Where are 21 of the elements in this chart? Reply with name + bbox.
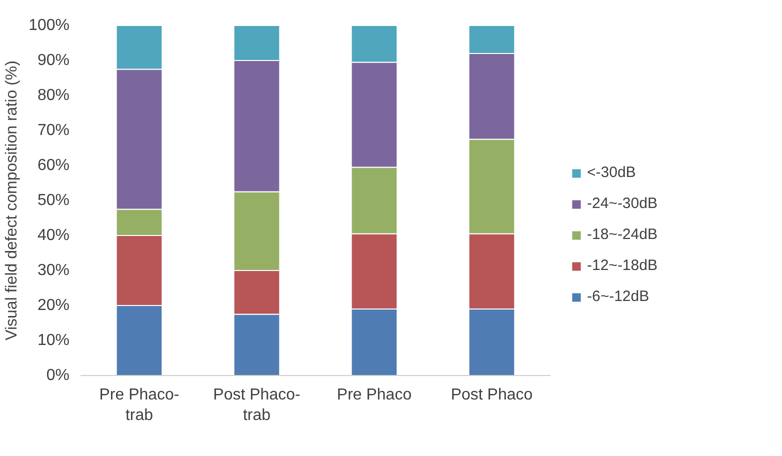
y-axis-title: Visual field defect composition ratio (%) [4, 60, 21, 340]
y-tick-label: 80% [37, 87, 70, 104]
y-tick-label: 0% [46, 367, 70, 384]
y-tick-label: 30% [37, 262, 70, 279]
legend-label: <-30dB [587, 164, 636, 181]
y-tick-label: 10% [37, 332, 70, 349]
x-tick-label: Post Phaco [450, 386, 533, 404]
x-tick-label: Post Phaco- trab [213, 386, 300, 424]
y-tick-label: 20% [37, 297, 70, 314]
legend-label: -24~-30dB [587, 195, 658, 212]
y-tick-label: 50% [37, 192, 70, 209]
y-tick-label: 100% [28, 17, 70, 34]
legend-label: -12~-18dB [587, 257, 658, 274]
x-tick-label: Pre Phaco- trab [99, 386, 180, 424]
y-tick-label: 70% [37, 122, 70, 139]
y-tick-label: 90% [37, 52, 70, 69]
x-tick-label: Pre Phaco [336, 386, 412, 404]
legend-label: -18~-24dB [587, 226, 658, 243]
y-tick-label: 40% [37, 227, 70, 244]
y-tick-label: 60% [37, 157, 70, 174]
legend-label: -6~-12dB [587, 288, 650, 305]
